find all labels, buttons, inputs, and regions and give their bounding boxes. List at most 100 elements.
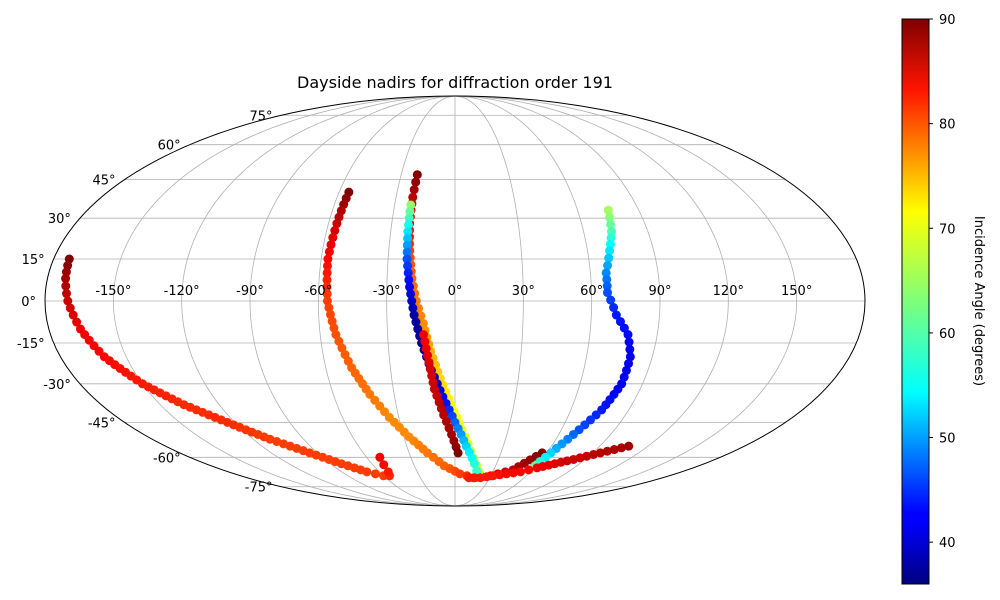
data-point [362,467,372,477]
data-point [402,254,412,264]
chart-title: Dayside nadirs for diffraction order 191 [297,73,613,92]
colorbar-tick-label: 50 [939,432,956,447]
data-point [326,240,336,250]
data-point [588,450,598,460]
lat-tick-label: 60° [158,139,181,154]
lon-tick-label: -150° [95,284,131,299]
data-point [469,459,479,469]
data-point [322,282,332,292]
data-point [322,289,332,299]
data-point [624,441,634,451]
data-point [409,185,419,195]
data-point [624,359,634,369]
data-point [404,213,414,223]
lon-tick-label: 30° [512,284,535,299]
data-point [595,448,605,458]
data-point [616,443,626,453]
data-point [330,226,340,236]
data-point [605,246,615,256]
data-point [405,282,415,292]
lon-tick-label: -90° [236,284,264,299]
data-point [602,281,612,291]
data-point [420,337,430,347]
lon-tick-label: -60° [304,284,332,299]
data-point [405,207,415,217]
data-point [611,310,621,320]
lon-tick-label: -120° [164,284,200,299]
data-point [418,318,428,328]
data-point [624,337,634,347]
data-point [403,261,413,271]
data-point [601,268,611,278]
data-point [623,330,633,340]
data-point [375,452,385,462]
colorbar-ticks: 40 50 60 70 80 90 [929,13,956,551]
data-point [61,274,71,284]
lon-tick-label: 150° [781,284,812,299]
lon-tick-label: -30° [373,284,401,299]
data-point [619,323,629,333]
lat-tick-label: 75° [249,109,272,124]
data-point [323,254,333,264]
data-point [424,357,434,367]
colorbar-tick-label: 70 [939,222,956,237]
colorbar [901,18,930,585]
lat-tick-label: 15° [22,253,45,268]
data-points [61,170,635,483]
data-point [322,268,332,278]
lon-tick-label: 0° [448,284,463,299]
data-point [383,467,393,477]
data-point [332,219,342,229]
data-point [455,469,465,479]
data-point [404,275,414,285]
lat-tick-label: -75° [245,481,273,496]
data-point [61,267,71,277]
data-point [370,469,380,479]
data-point [603,205,613,215]
data-point [365,389,375,399]
data-point [403,220,413,230]
data-point [425,364,435,374]
data-point [72,317,82,327]
data-point [61,281,71,291]
lon-tick-label: 60° [580,284,603,299]
data-point [421,344,431,353]
lat-tick-label: 45° [93,174,116,189]
lat-tick-label: -30° [43,378,71,393]
data-point [603,261,613,271]
colorbar-label: Incidence Angle (degrees) [971,216,986,386]
data-point [609,303,619,313]
data-point [403,227,413,237]
map-grid [45,95,865,507]
lat-tick-label: -45° [88,416,116,431]
lat-tick-label: 30° [48,212,71,227]
data-point [402,240,412,250]
data-point [606,295,616,305]
map-boundary [44,95,866,507]
data-point [328,233,338,243]
data-point [605,212,615,222]
data-point [403,233,413,243]
data-point [501,469,511,479]
data-point [68,310,78,320]
data-point [406,289,416,299]
data-point [508,468,518,478]
data-point [625,352,635,362]
data-point [515,467,525,477]
data-point [63,296,73,306]
data-point [403,268,413,278]
data-point [379,460,389,470]
data-point [407,296,417,306]
lon-tick-label: 120° [713,284,744,299]
data-point [325,309,335,319]
data-point [322,261,332,271]
lat-tick-label: 0° [21,295,36,310]
colorbar-tick-label: 80 [939,118,956,133]
data-point [495,470,505,480]
data-point [602,274,612,284]
data-point [602,446,612,456]
data-point [488,471,498,481]
data-point [408,303,418,313]
data-point [322,296,332,306]
